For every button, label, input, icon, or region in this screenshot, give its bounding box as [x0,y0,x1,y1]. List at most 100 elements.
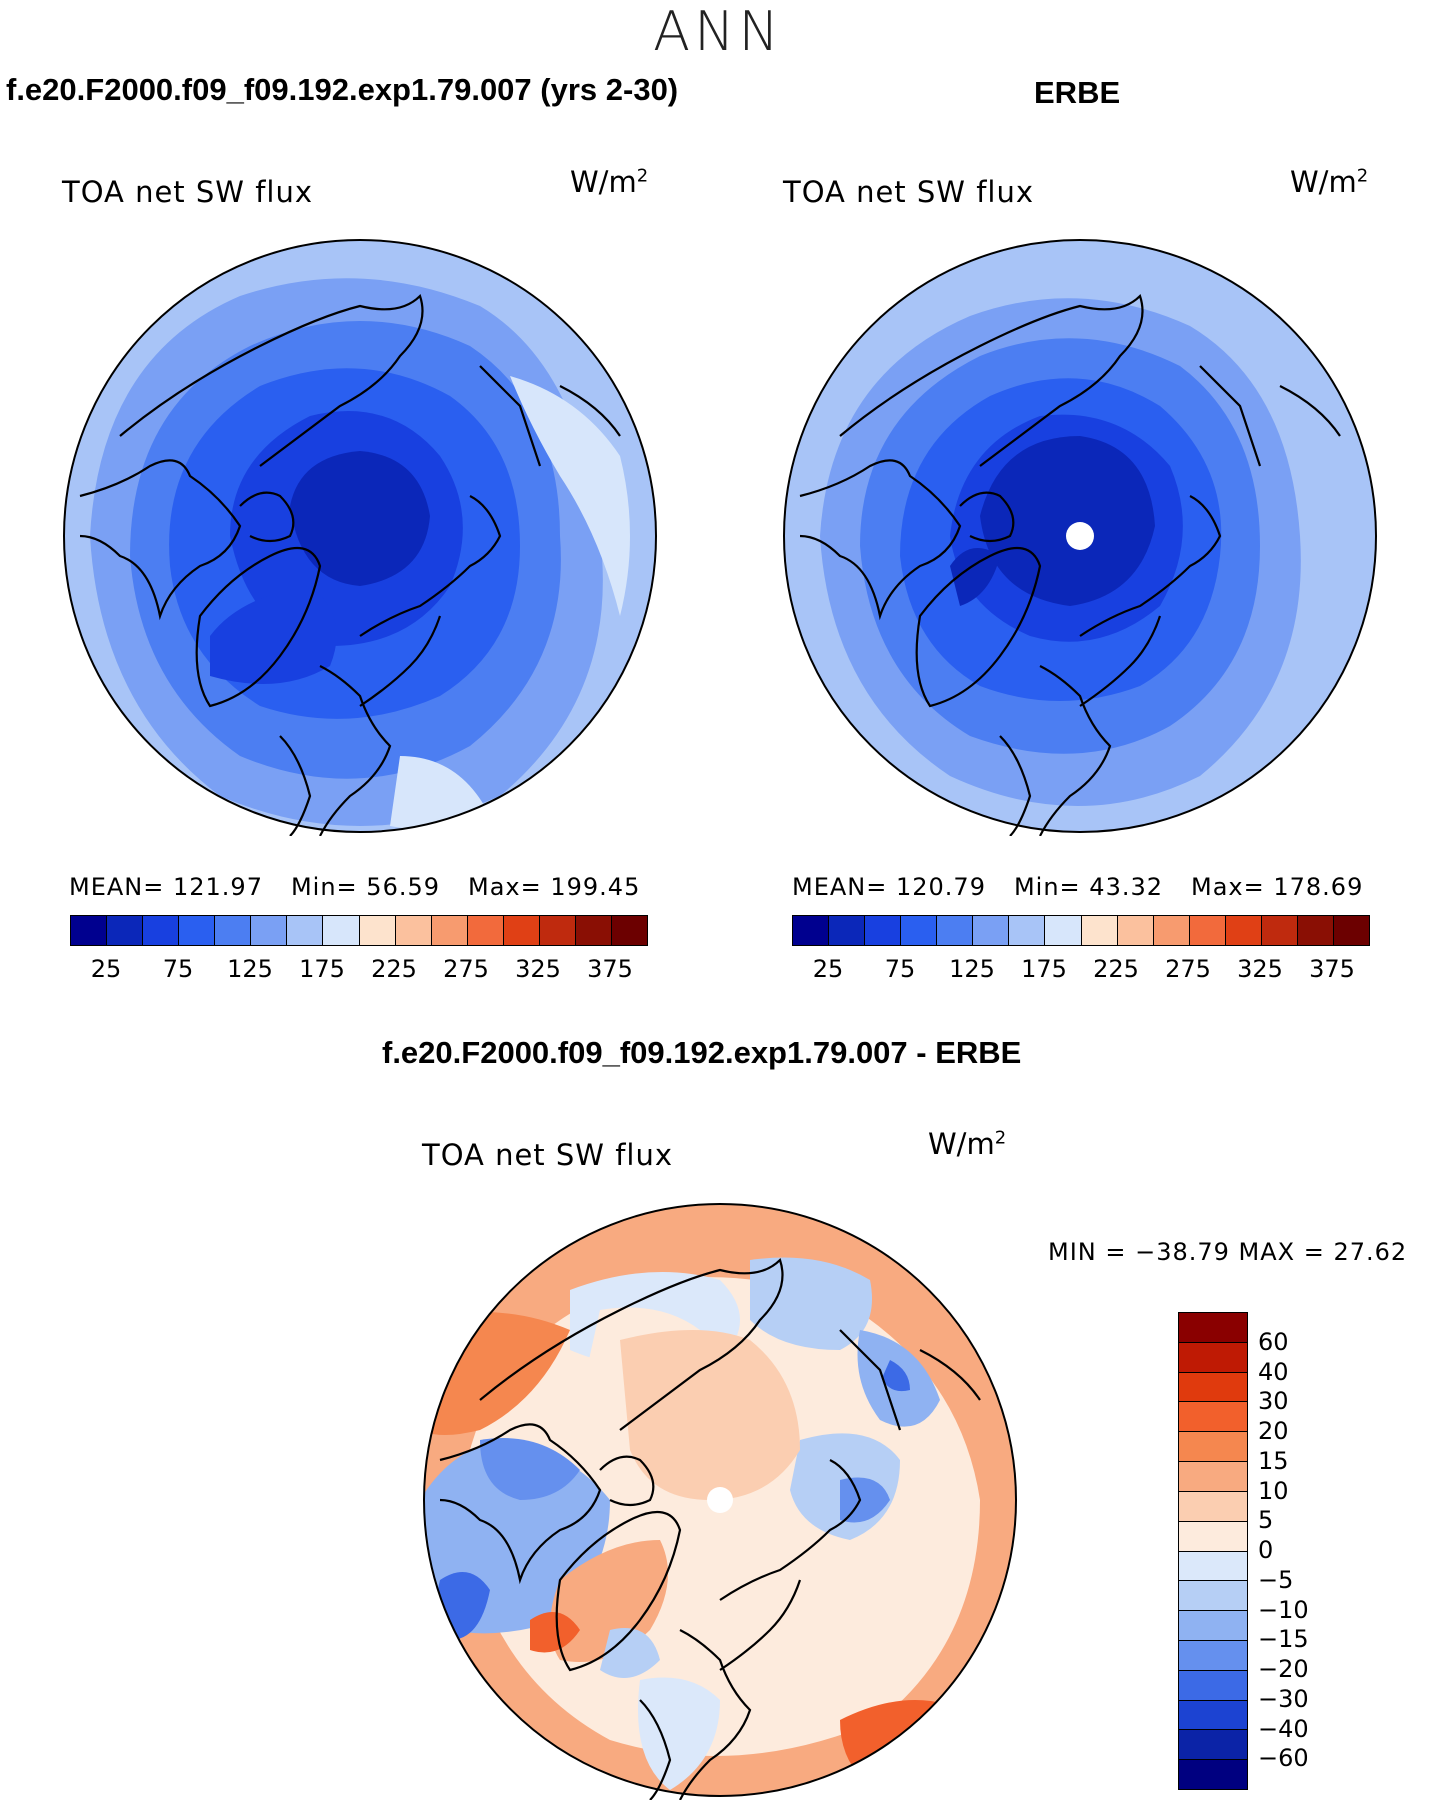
diff-colorbar-label: 10 [1258,1476,1289,1505]
season-title: ANN [653,0,783,63]
diff-colorbar-swatch [1179,1581,1247,1612]
panel2-stats: MEAN= 120.79 Min= 43.32 Max= 178.69 [792,873,1391,901]
diff-colorbar-swatch [1179,1462,1247,1492]
diff-colorbar-label: 40 [1258,1357,1289,1386]
panel2-colorbar-swatch [937,916,974,945]
panel1-colorbar-tick-label: 375 [587,955,633,983]
panel1-colorbar-swatch [179,916,216,945]
panel1-stats: MEAN= 121.97 Min= 56.59 Max= 199.45 [69,873,668,901]
diff-colorbar-swatch [1179,1730,1247,1761]
panel1-mean: MEAN= 121.97 [69,873,263,901]
panel2-colorbar-swatch [1297,916,1334,945]
panel2-colorbar-tick-label: 175 [1021,955,1067,983]
panel1-min: Min= 56.59 [290,873,440,901]
diff-colorbar-swatch [1179,1521,1247,1552]
diff-colorbar-label: −40 [1258,1714,1309,1743]
diff-colorbar-swatch [1179,1372,1247,1403]
panel1-colorbar-swatch [395,916,432,945]
panel1-map-border [63,239,657,833]
diff-colorbar-label: −10 [1258,1595,1309,1624]
diff-polar-map [423,1203,1017,1800]
diff-colorbar-label: 20 [1258,1417,1289,1445]
diff-colorbar-label: −5 [1258,1565,1294,1594]
panel1-colorbar-tick-label: 125 [227,955,273,983]
panel2-colorbar-swatch [1153,916,1190,945]
panel2-colorbar-swatch [1045,916,1082,945]
panel2-mean: MEAN= 120.79 [792,873,986,901]
diff-colorbar-label: 5 [1258,1506,1274,1535]
panel2-max: Max= 178.69 [1191,873,1364,901]
panel2-colorbar-tick-label: 275 [1165,955,1211,983]
panel1-colorbar-swatch [287,916,324,945]
panel2-colorbar-tick-label: 25 [812,955,844,983]
panel2-colorbar-tick-label: 375 [1309,955,1355,983]
panel1-coastlines [79,293,621,836]
panel2-colorbar-swatch [1225,916,1262,945]
diff-coastlines [439,1257,981,1800]
diff-colorbar-label: 60 [1258,1327,1289,1356]
panel1-colorbar-tick-label: 325 [515,955,561,983]
diff-colorbar-label: 0 [1258,1536,1274,1564]
diff-colorbar-label: −20 [1258,1655,1309,1683]
diff-colorbar-swatch [1179,1700,1247,1731]
diff-case-title: f.e20.F2000.f09_f09.192.exp1.79.007 - ER… [382,1035,1022,1070]
diff-colorbar-swatch [1179,1342,1247,1373]
panel1-case-title: f.e20.F2000.f09_f09.192.exp1.79.007 (yrs… [6,72,679,107]
panel1-colorbar-swatch [71,916,108,945]
panel1-contour-field [64,240,656,832]
diff-colorbar-swatch [1179,1760,1247,1789]
panel1-colorbar-swatch [467,916,504,945]
panel2-min: Min= 43.32 [1013,873,1163,901]
diff-colorbar-swatch [1179,1611,1247,1641]
panel2-colorbar [792,915,1370,946]
diff-colorbar-label: 30 [1258,1387,1289,1416]
panel1-max: Max= 199.45 [468,873,641,901]
panel2-case-title: ERBE [1034,75,1121,110]
panel2-colorbar-tick-label: 125 [949,955,995,983]
panel2-colorbar-tick-label: 325 [1237,955,1283,983]
panel1-colorbar-ticks: 25 75 125 175 225 275 325 375 [70,955,646,985]
panel1-colorbar-swatch [539,916,576,945]
panel2-colorbar-swatch [1333,916,1369,945]
panel2-coastlines [799,293,1341,836]
diff-colorbar-label: −30 [1258,1684,1309,1713]
panel2-colorbar-swatch [1117,916,1154,945]
panel1-colorbar-tick-label: 275 [443,955,489,983]
panel2-colorbar-swatch [901,916,938,945]
diff-colorbar-swatch [1179,1402,1247,1433]
panel2-colorbar-tick-label: 225 [1093,955,1139,983]
diff-colorbar-swatch [1179,1491,1247,1522]
diff-colorbar-labels: 60 40 30 20 15 10 5 0 −5 −10 −15 −20 −30 −40 −60 [1258,1312,1358,1788]
panel1-colorbar-tick-label: 75 [162,955,194,983]
panel2-colorbar-swatch [1189,916,1226,945]
diff-colorbar-swatch [1179,1313,1247,1343]
panel1-colorbar-swatch [503,916,540,945]
panel2-colorbar-swatch [793,916,830,945]
panel1-units-label: W/m2 [570,165,649,199]
diff-colorbar-label: −60 [1258,1744,1309,1773]
panel1-colorbar-swatch [251,916,288,945]
panel2-colorbar-tick-label: 75 [884,955,916,983]
panel1-colorbar-swatch [359,916,396,945]
panel2-colorbar-swatch [1261,916,1298,945]
panel1-colorbar-swatch [611,916,647,945]
diff-colorbar-label: −15 [1258,1625,1309,1654]
panel2-colorbar-swatch [1009,916,1046,945]
diff-variable-label: TOA net SW flux [422,1138,674,1172]
panel2-map-border [783,239,1377,833]
diff-minmax: MIN = −38.79 MAX = 27.62 [1048,1238,1408,1266]
panel1-colorbar-tick-label: 225 [371,955,417,983]
panel1-colorbar-tick-label: 25 [90,955,122,983]
diff-colorbar-swatch [1179,1640,1247,1671]
panel1-colorbar [70,915,648,946]
panel1-colorbar-swatch [215,916,252,945]
diff-colorbar-label: 15 [1258,1446,1289,1475]
diff-colorbar-swatch [1179,1551,1247,1582]
panel2-colorbar-swatch [865,916,902,945]
panel1-variable-label: TOA net SW flux [62,175,314,209]
panel1-colorbar-swatch [431,916,468,945]
panel1-colorbar-swatch [107,916,144,945]
panel1-colorbar-swatch [575,916,612,945]
panel1-polar-map [63,239,657,836]
panel1-colorbar-tick-label: 175 [299,955,345,983]
